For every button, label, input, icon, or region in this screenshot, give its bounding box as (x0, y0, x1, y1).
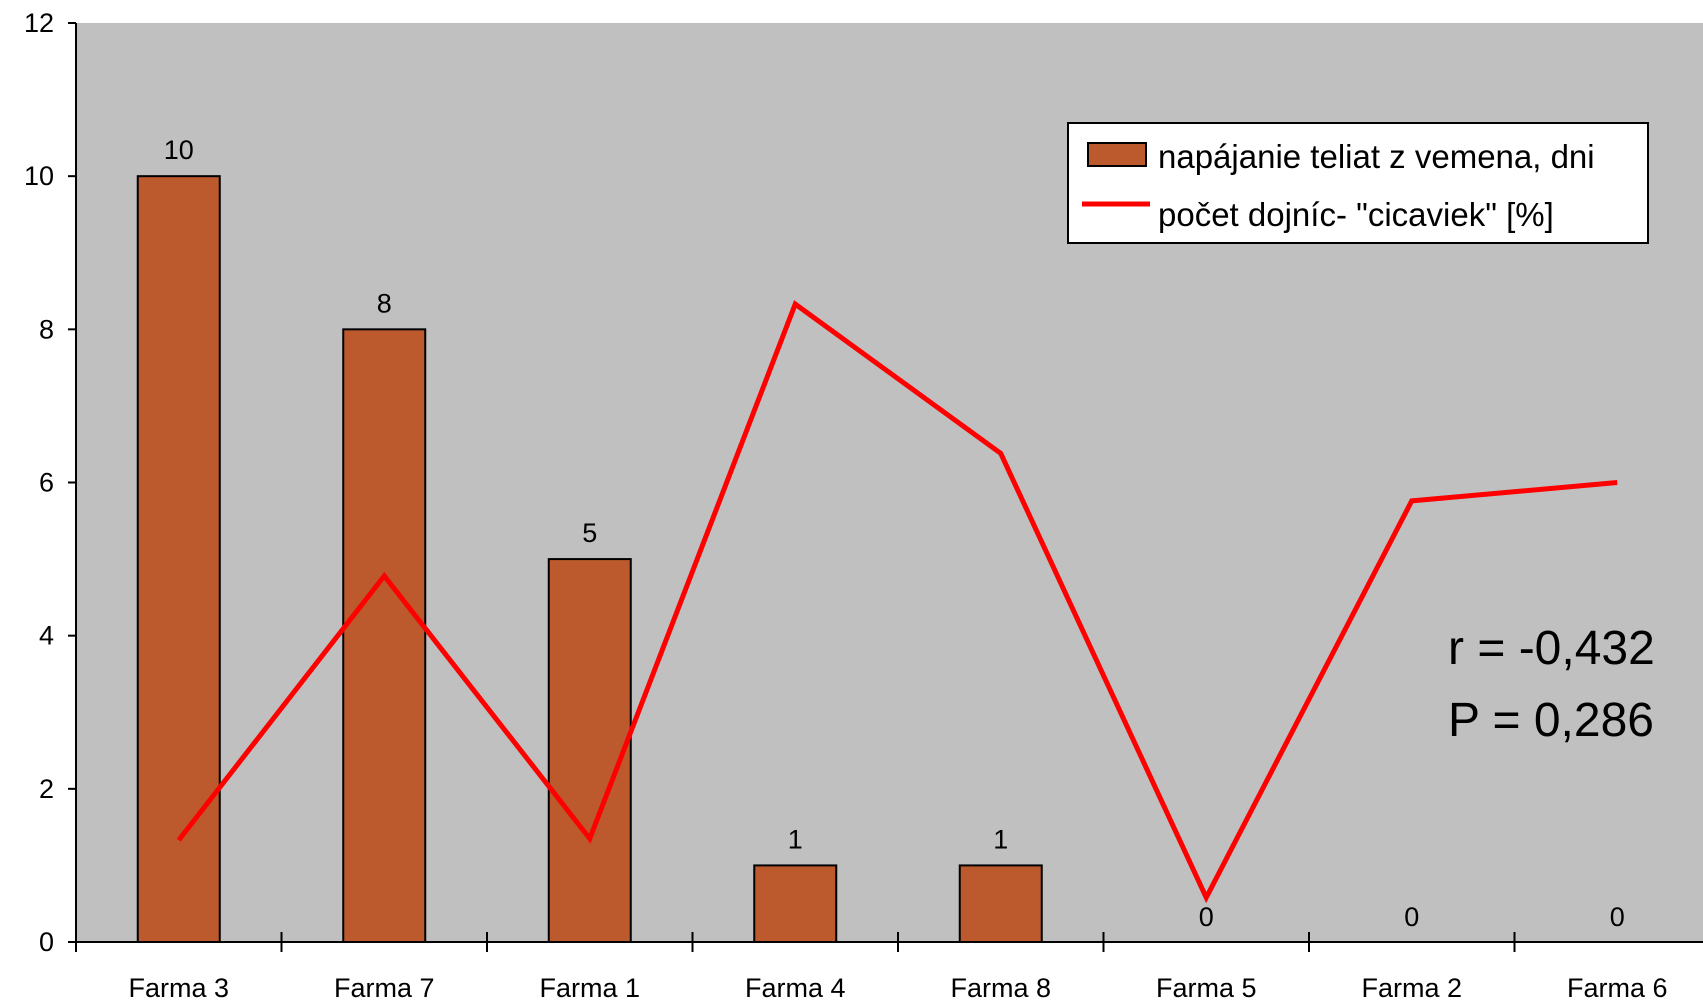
x-tick-label: Farma 8 (950, 973, 1051, 1003)
bar-data-label: 8 (377, 288, 392, 318)
bar-data-label: 10 (164, 135, 194, 165)
bar (547, 558, 632, 943)
x-tick-label: Farma 5 (1156, 973, 1257, 1003)
annotation-p: P = 0,286 (1448, 694, 1654, 747)
legend-box (1067, 122, 1649, 244)
annotation-r: r = -0,432 (1448, 622, 1655, 675)
y-tick-label: 8 (39, 314, 54, 344)
x-tick-label: Farma 6 (1567, 973, 1668, 1003)
bars (136, 175, 1043, 944)
x-tick-label: Farma 1 (539, 973, 640, 1003)
legend: napájanie teliat z vemena, dni počet doj… (1067, 122, 1649, 244)
y-tick-label: 10 (24, 161, 54, 191)
bar (136, 175, 221, 943)
y-tick-label: 0 (39, 927, 54, 957)
bar-data-label: 1 (993, 824, 1008, 854)
x-tick-label: Farma 7 (334, 973, 435, 1003)
x-ticks: Farma 3 Farma 7 Farma 1 Farma 4 Farma 8 Farma… (75, 932, 1668, 1003)
y-tick-label: 6 (39, 468, 54, 498)
bar (958, 864, 1043, 944)
bar (753, 864, 838, 944)
bar-data-label: 0 (1610, 902, 1625, 932)
y-tick-label: 12 (24, 8, 54, 38)
x-tick-label: Farma 2 (1361, 973, 1462, 1003)
legend-swatch-bar (1087, 142, 1147, 167)
x-tick-label: Farma 4 (745, 973, 846, 1003)
bar-data-label: 5 (582, 518, 597, 548)
legend-label-bar: napájanie teliat z vemena, dni (1158, 138, 1595, 175)
bar-data-label: 1 (788, 824, 803, 854)
bar (342, 328, 427, 944)
legend-label-line: počet dojníc- "cicaviek" [%] (1158, 196, 1554, 233)
y-tick-label: 2 (39, 774, 54, 804)
y-ticks: 0 2 4 6 8 10 12 (24, 8, 76, 957)
y-tick-label: 4 (39, 621, 54, 651)
bar-data-label: 0 (1199, 902, 1214, 932)
x-tick-label: Farma 3 (128, 973, 229, 1003)
bar-data-label: 0 (1404, 902, 1419, 932)
line-series (176, 300, 1618, 904)
